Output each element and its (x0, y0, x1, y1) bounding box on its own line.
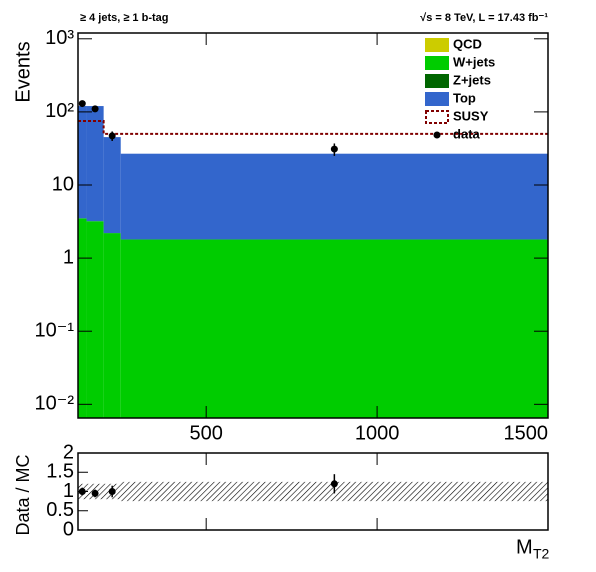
legend-label: Top (453, 90, 476, 105)
stack-bar (78, 218, 87, 418)
ratio-y-tick-label: 0.5 (46, 499, 74, 521)
stack-bar (86, 221, 104, 418)
ratio-y-axis-label: Data / MC (13, 454, 33, 535)
y-axis-label: Events (12, 41, 34, 102)
x-tick-label: 500 (189, 422, 222, 444)
legend-label: QCD (453, 36, 482, 51)
x-axis-label-sub: T2 (533, 546, 550, 562)
legend-swatch (433, 131, 441, 139)
x-tick-label: 1000 (355, 422, 400, 444)
y-tick-label: 1 (63, 246, 74, 268)
y-tick-label: 10⁻² (35, 393, 75, 415)
title-left: ≥ 4 jets, ≥ 1 b-tag (80, 12, 168, 24)
ratio-point (330, 480, 338, 488)
ratio-point (91, 489, 99, 497)
y-tick-label: 10 (52, 173, 74, 195)
y-tick-label: 10² (45, 100, 74, 122)
legend-swatch (425, 92, 449, 106)
legend-swatch (425, 38, 449, 52)
legend-label: SUSY (453, 108, 489, 123)
ratio-y-tick-label: 1.5 (46, 461, 74, 483)
legend: QCD W+jets Z+jets Top SUSY data (425, 36, 495, 141)
data-point (330, 145, 338, 153)
legend-label: data (453, 126, 481, 141)
stack-bar (103, 137, 121, 234)
x-axis-label: M (516, 536, 533, 558)
stack-bar (120, 239, 549, 418)
main-frame (77, 32, 549, 419)
ratio-y-tick-label: 2 (63, 441, 74, 463)
data-point (91, 105, 99, 113)
legend-label: W+jets (453, 54, 495, 69)
y-tick-label: 10⁻¹ (35, 319, 75, 341)
stack-bar (120, 153, 549, 240)
title-right: √s = 8 TeV, L = 17.43 fb⁻¹ (420, 12, 548, 24)
stack-bar (78, 105, 87, 219)
data-point (78, 100, 86, 108)
ratio-y-tick-label: 0 (63, 518, 74, 540)
ratio-point (108, 488, 116, 495)
legend-label: Z+jets (453, 72, 491, 87)
stack-bar (103, 233, 121, 418)
signal-line (78, 120, 548, 135)
x-tick-label: 1500 (504, 422, 549, 444)
legend-swatch (425, 110, 449, 124)
data-point (108, 132, 116, 140)
legend-swatch (425, 56, 449, 70)
legend-swatch (425, 74, 449, 88)
stack-bar (86, 106, 104, 222)
y-tick-label: 10³ (45, 27, 74, 49)
ratio-y-tick-label: 1 (63, 480, 74, 502)
